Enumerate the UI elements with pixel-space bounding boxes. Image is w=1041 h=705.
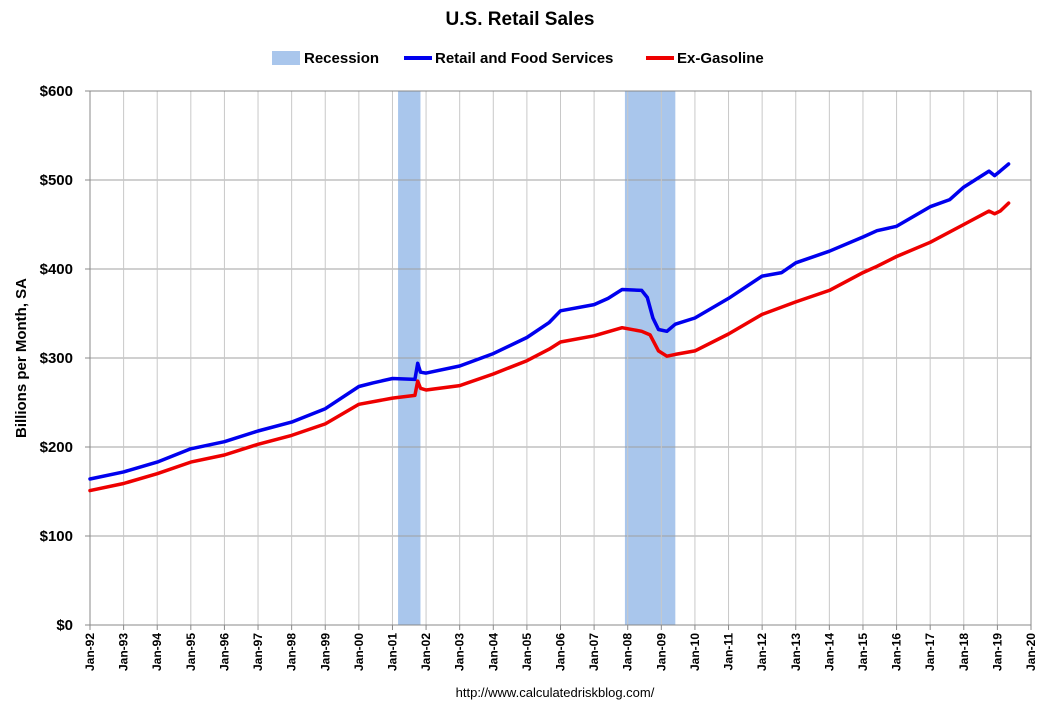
x-tick-label: Jan-13 (789, 633, 803, 671)
y-tick-label: $600 (40, 83, 73, 100)
chart-title: U.S. Retail Sales (446, 9, 595, 30)
x-tick-label: Jan-12 (755, 633, 769, 671)
y-tick-label: $300 (40, 350, 73, 367)
x-tick-label: Jan-16 (890, 633, 904, 671)
x-tick-label: Jan-07 (587, 633, 601, 671)
x-tick-label: Jan-18 (957, 633, 971, 671)
chart-legend: Recession Retail and Food Services Ex-Ga… (272, 50, 764, 67)
source-url: http://www.calculatedriskblog.com/ (456, 685, 655, 700)
x-tick-label: Jan-15 (856, 633, 870, 671)
y-tick-label: $200 (40, 439, 73, 456)
x-tick-label: Jan-11 (722, 633, 736, 671)
x-tick-label: Jan-94 (150, 633, 164, 671)
legend-label-exgasoline: Ex-Gasoline (677, 50, 764, 67)
x-tick-label: Jan-05 (520, 633, 534, 671)
x-tick-label: Jan-02 (419, 633, 433, 671)
series-line-retail-and-food-services (88, 162, 1011, 481)
x-tick-label: Jan-09 (654, 633, 668, 671)
x-tick-label: Jan-92 (83, 633, 97, 671)
x-tick-label: Jan-99 (318, 633, 332, 671)
x-tick-label: Jan-04 (486, 633, 500, 671)
y-tick-label: $400 (40, 261, 73, 278)
x-axis-ticks: Jan-92 Jan-93 Jan-94 Jan-95 Jan-96 Jan-97 Jan-… (83, 625, 1038, 671)
x-tick-label: Jan-96 (217, 633, 231, 671)
x-tick-label: Jan-06 (554, 633, 568, 671)
x-tick-label: Jan-19 (990, 633, 1004, 671)
series-line-ex-gasoline (88, 201, 1011, 493)
grid-lines (89, 90, 1032, 626)
x-tick-label: Jan-93 (117, 633, 131, 671)
x-tick-label: Jan-03 (453, 633, 467, 671)
x-tick-label: Jan-10 (688, 633, 702, 671)
x-tick-label: Jan-95 (184, 633, 198, 671)
y-tick-label: $100 (40, 528, 73, 545)
y-axis-label: Billions per Month, SA (13, 278, 30, 438)
x-tick-label: Jan-01 (385, 633, 399, 671)
x-tick-label: Jan-14 (822, 633, 836, 671)
x-tick-label: Jan-17 (923, 633, 937, 671)
x-tick-label: Jan-97 (251, 633, 265, 671)
x-tick-label: Jan-98 (285, 633, 299, 671)
series-lines (88, 162, 1011, 493)
x-tick-label: Jan-20 (1024, 633, 1038, 671)
y-tick-label: $500 (40, 172, 73, 189)
x-tick-label: Jan-00 (352, 633, 366, 671)
legend-swatch-recession (272, 51, 300, 65)
legend-label-recession: Recession (304, 50, 379, 67)
x-tick-label: Jan-08 (621, 633, 635, 671)
y-tick-label: $0 (56, 617, 73, 634)
legend-label-retail: Retail and Food Services (435, 50, 613, 67)
y-axis-ticks: $0 $100 $200 $300 $400 $500 $600 (40, 83, 90, 634)
